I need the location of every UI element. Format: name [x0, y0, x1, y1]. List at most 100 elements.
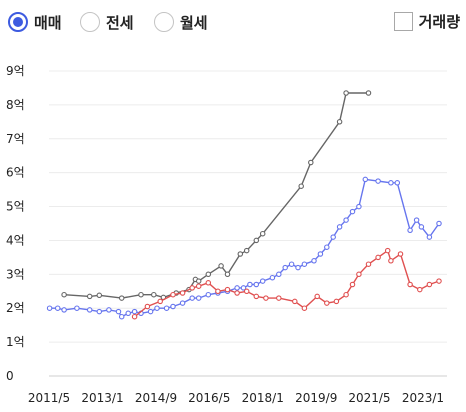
data-point[interactable] [308, 159, 314, 166]
data-point[interactable] [282, 264, 288, 271]
data-point[interactable] [163, 305, 170, 311]
data-point[interactable] [384, 247, 391, 254]
data-point[interactable] [237, 251, 244, 257]
data-point[interactable] [157, 298, 163, 305]
data-point[interactable] [179, 290, 186, 296]
data-point[interactable] [349, 281, 356, 288]
data-point[interactable] [46, 305, 53, 311]
data-point[interactable] [243, 247, 250, 254]
data-point[interactable] [253, 237, 260, 244]
data-point[interactable] [333, 298, 340, 305]
data-point[interactable] [295, 264, 301, 271]
radio-jeonse[interactable]: 전세 [80, 9, 134, 35]
data-point[interactable] [144, 303, 151, 310]
data-point[interactable] [125, 310, 131, 317]
data-point[interactable] [336, 119, 343, 125]
data-point[interactable] [96, 308, 103, 315]
data-point[interactable] [436, 278, 442, 284]
data-point[interactable] [314, 293, 320, 300]
data-point[interactable] [115, 308, 122, 315]
data-point[interactable] [365, 261, 372, 267]
data-point[interactable] [375, 254, 381, 261]
data-point[interactable] [147, 308, 154, 315]
data-point[interactable] [224, 271, 231, 278]
data-point[interactable] [205, 280, 212, 286]
data-point[interactable] [418, 224, 425, 230]
data-point[interactable] [397, 251, 404, 257]
data-point[interactable] [195, 283, 202, 289]
data-point[interactable] [417, 286, 423, 293]
data-point[interactable] [195, 295, 202, 301]
data-point[interactable] [298, 183, 304, 189]
radio-jeonse-circle[interactable] [80, 12, 100, 32]
radio-monthly-rent[interactable]: 월세 [154, 9, 208, 35]
data-point[interactable] [61, 307, 67, 313]
data-point[interactable] [195, 278, 202, 284]
data-point[interactable] [131, 313, 138, 320]
data-point[interactable] [253, 281, 260, 288]
data-point[interactable] [215, 288, 221, 295]
data-point[interactable] [86, 307, 93, 313]
data-point[interactable] [436, 220, 442, 227]
data-point[interactable] [317, 251, 324, 257]
data-point[interactable] [234, 285, 240, 291]
data-point[interactable] [388, 180, 394, 186]
data-point[interactable] [74, 305, 80, 311]
data-point[interactable] [138, 291, 144, 298]
data-point[interactable] [362, 176, 369, 183]
data-point[interactable] [247, 281, 253, 288]
data-point[interactable] [259, 230, 266, 237]
data-point[interactable] [243, 288, 250, 295]
data-point[interactable] [259, 278, 266, 284]
data-point[interactable] [189, 295, 195, 301]
volume-checkbox[interactable]: 거래량 [393, 11, 460, 32]
data-point[interactable] [343, 90, 349, 96]
data-point[interactable] [205, 291, 212, 298]
data-point[interactable] [151, 291, 157, 298]
volume-checkbox-box[interactable] [393, 12, 413, 31]
data-point[interactable] [118, 313, 125, 320]
data-point[interactable] [253, 293, 260, 300]
data-point[interactable] [336, 224, 343, 230]
data-point[interactable] [218, 263, 224, 269]
data-point[interactable] [407, 227, 413, 234]
data-point[interactable] [61, 291, 67, 298]
data-point[interactable] [240, 285, 247, 291]
data-point[interactable] [170, 303, 176, 310]
data-point[interactable] [118, 295, 125, 301]
data-point[interactable] [356, 203, 362, 210]
data-point[interactable] [131, 308, 138, 315]
data-point[interactable] [96, 292, 103, 299]
data-point[interactable] [426, 281, 433, 288]
data-point[interactable] [106, 307, 112, 313]
radio-sale[interactable]: 매매 [8, 9, 62, 35]
data-point[interactable] [301, 261, 308, 267]
data-point[interactable] [365, 90, 372, 96]
data-point[interactable] [86, 293, 93, 300]
data-point[interactable] [189, 285, 195, 291]
data-point[interactable] [276, 271, 282, 278]
data-point[interactable] [324, 300, 330, 306]
data-point[interactable] [170, 291, 176, 298]
data-point[interactable] [356, 271, 362, 278]
data-point[interactable] [224, 286, 231, 293]
data-point[interactable] [269, 274, 276, 281]
data-point[interactable] [330, 234, 336, 240]
data-point[interactable] [349, 208, 356, 215]
data-point[interactable] [343, 291, 349, 298]
data-point[interactable] [375, 178, 381, 184]
data-point[interactable] [426, 234, 433, 240]
data-point[interactable] [288, 261, 295, 267]
data-point[interactable] [179, 300, 186, 306]
data-point[interactable] [324, 244, 330, 250]
data-point[interactable] [292, 298, 298, 305]
data-point[interactable] [413, 217, 420, 223]
data-point[interactable] [394, 180, 401, 186]
data-point[interactable] [301, 305, 308, 311]
radio-sale-circle[interactable] [8, 12, 28, 32]
data-point[interactable] [234, 290, 240, 296]
radio-monthly-rent-circle[interactable] [154, 12, 174, 32]
data-point[interactable] [154, 305, 160, 311]
data-point[interactable] [407, 281, 413, 288]
data-point[interactable] [263, 295, 269, 301]
